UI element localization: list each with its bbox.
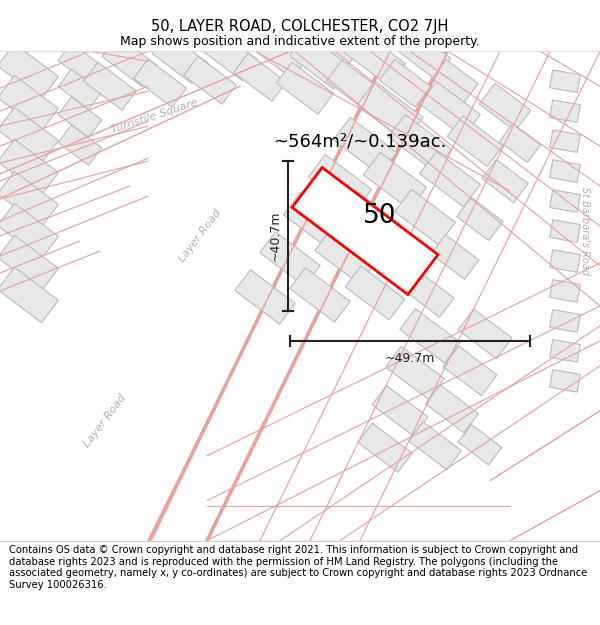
Polygon shape — [277, 62, 334, 114]
Polygon shape — [550, 160, 580, 182]
Text: 50, LAYER ROAD, COLCHESTER, CO2 7JH: 50, LAYER ROAD, COLCHESTER, CO2 7JH — [151, 19, 449, 34]
Polygon shape — [344, 31, 406, 86]
Polygon shape — [305, 28, 355, 74]
Polygon shape — [357, 81, 423, 141]
Polygon shape — [326, 60, 383, 112]
Polygon shape — [447, 116, 503, 166]
Polygon shape — [395, 189, 455, 245]
Polygon shape — [152, 33, 208, 84]
Polygon shape — [364, 152, 427, 209]
Text: St Barbara's Road: St Barbara's Road — [580, 187, 590, 275]
Polygon shape — [58, 43, 102, 83]
Polygon shape — [308, 154, 371, 212]
Polygon shape — [345, 266, 405, 320]
Polygon shape — [406, 272, 454, 317]
Polygon shape — [233, 53, 286, 101]
Polygon shape — [338, 191, 401, 248]
Polygon shape — [550, 70, 580, 92]
Polygon shape — [550, 130, 580, 152]
Polygon shape — [419, 81, 481, 137]
Polygon shape — [458, 424, 502, 465]
Polygon shape — [148, 51, 390, 541]
Polygon shape — [457, 198, 503, 241]
Polygon shape — [0, 203, 58, 259]
Text: Contains OS data © Crown copyright and database right 2021. This information is : Contains OS data © Crown copyright and d… — [9, 545, 587, 590]
Polygon shape — [0, 171, 58, 227]
Polygon shape — [334, 118, 397, 175]
Polygon shape — [283, 192, 347, 249]
Polygon shape — [550, 369, 580, 392]
Polygon shape — [443, 346, 497, 396]
Polygon shape — [550, 220, 580, 243]
Text: Map shows position and indicative extent of the property.: Map shows position and indicative extent… — [120, 36, 480, 48]
Polygon shape — [0, 235, 58, 291]
Polygon shape — [550, 339, 580, 362]
Polygon shape — [409, 422, 461, 470]
Polygon shape — [202, 30, 258, 81]
Polygon shape — [388, 114, 452, 172]
Polygon shape — [372, 386, 428, 436]
Polygon shape — [458, 309, 512, 359]
Polygon shape — [479, 83, 531, 131]
Polygon shape — [102, 36, 158, 87]
Polygon shape — [379, 59, 431, 107]
Polygon shape — [260, 232, 320, 286]
Polygon shape — [184, 56, 236, 104]
Polygon shape — [0, 268, 58, 322]
Polygon shape — [431, 235, 479, 279]
Polygon shape — [58, 97, 102, 138]
Text: ~40.7m: ~40.7m — [269, 211, 281, 261]
Polygon shape — [315, 230, 375, 284]
Polygon shape — [0, 107, 58, 163]
Text: 50: 50 — [363, 203, 397, 229]
Text: Layer Road: Layer Road — [82, 392, 128, 449]
Polygon shape — [550, 250, 580, 272]
Text: Turnstile Square: Turnstile Square — [110, 98, 200, 135]
Polygon shape — [290, 268, 350, 322]
Polygon shape — [386, 346, 445, 399]
Polygon shape — [252, 28, 308, 79]
Text: ~564m²/~0.139ac.: ~564m²/~0.139ac. — [274, 132, 446, 150]
Polygon shape — [419, 151, 481, 207]
Polygon shape — [499, 124, 541, 162]
Polygon shape — [399, 31, 451, 79]
Polygon shape — [550, 309, 580, 332]
Polygon shape — [58, 69, 102, 109]
Polygon shape — [550, 279, 580, 302]
Polygon shape — [358, 423, 412, 472]
Polygon shape — [235, 270, 295, 324]
Polygon shape — [205, 51, 448, 541]
Polygon shape — [550, 190, 580, 213]
Polygon shape — [370, 228, 430, 282]
Polygon shape — [134, 59, 187, 108]
Polygon shape — [83, 62, 136, 110]
Text: ~49.7m: ~49.7m — [385, 352, 435, 366]
Polygon shape — [292, 168, 438, 294]
Polygon shape — [400, 309, 460, 363]
Text: Layer Road: Layer Road — [177, 208, 223, 264]
Polygon shape — [550, 100, 580, 122]
Polygon shape — [0, 44, 58, 99]
Polygon shape — [425, 385, 478, 432]
Polygon shape — [0, 76, 58, 131]
Polygon shape — [482, 159, 528, 202]
Polygon shape — [58, 125, 102, 166]
Polygon shape — [290, 34, 350, 89]
Polygon shape — [0, 139, 58, 195]
Polygon shape — [432, 59, 478, 102]
